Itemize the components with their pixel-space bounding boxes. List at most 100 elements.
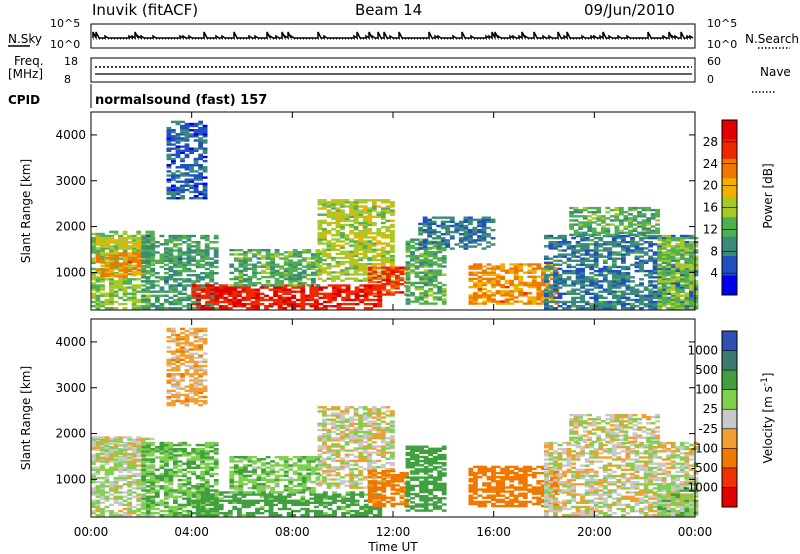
data-cell: [522, 283, 528, 287]
data-cell: [113, 230, 119, 234]
data-cell: [386, 266, 391, 269]
data-cell: [164, 468, 169, 471]
data-cell: [326, 242, 332, 245]
data-cell: [109, 296, 114, 300]
data-cell: [196, 284, 201, 287]
data-cell: [575, 292, 581, 295]
data-cell: [243, 273, 248, 277]
data-cell: [322, 269, 327, 272]
y-tick-label: 1000: [55, 265, 86, 279]
data-cell: [349, 277, 354, 280]
data-cell: [127, 258, 133, 261]
data-cell: [118, 274, 124, 278]
data-cell: [317, 201, 323, 204]
data-cell: [666, 274, 672, 277]
data-cell: [191, 456, 196, 459]
data-cell: [477, 267, 483, 270]
data-cell: [186, 278, 192, 281]
data-cell: [541, 269, 546, 272]
data-cell: [566, 253, 572, 256]
data-cell: [661, 286, 667, 289]
data-cell: [587, 221, 593, 224]
colorbar-tick-label: 8: [710, 244, 718, 258]
data-cell: [180, 166, 185, 169]
data-cell: [395, 270, 400, 273]
data-cell: [292, 277, 298, 281]
data-cell: [204, 485, 210, 488]
data-cell: [376, 215, 382, 218]
data-cell: [625, 284, 631, 287]
data-cell: [198, 120, 203, 124]
data-cell: [625, 245, 631, 248]
data-cell: [297, 284, 303, 287]
data-cell: [689, 267, 694, 271]
data-cell: [191, 505, 197, 509]
data-cell: [182, 503, 187, 507]
data-cell: [301, 265, 307, 268]
data-cell: [182, 448, 187, 451]
data-cell: [118, 288, 123, 291]
data-cell: [670, 305, 676, 308]
data-cell: [186, 499, 192, 502]
data-cell: [331, 217, 336, 220]
data-cell: [95, 296, 101, 300]
data-cell: [593, 243, 599, 246]
data-cell: [544, 280, 549, 283]
data-cell: [386, 293, 391, 296]
data-cell: [150, 474, 156, 478]
data-cell: [419, 261, 424, 264]
data-cell: [353, 277, 359, 280]
data-cell: [184, 153, 190, 157]
data-cell: [432, 255, 438, 258]
data-cell: [136, 452, 142, 455]
data-cell: [541, 279, 546, 283]
data-cell: [468, 277, 474, 281]
data-cell: [209, 276, 215, 279]
data-cell: [646, 227, 651, 230]
data-cell: [548, 305, 554, 308]
data-cell: [141, 245, 147, 248]
data-cell: [309, 298, 315, 302]
data-cell: [195, 448, 201, 451]
data-cell: [661, 298, 667, 302]
data-cell: [186, 234, 192, 238]
data-cell: [286, 302, 292, 306]
data-cell: [335, 238, 341, 241]
data-cell: [431, 241, 437, 244]
data-cell: [164, 489, 169, 492]
data-cell: [621, 276, 626, 279]
data-cell: [177, 454, 183, 457]
data-cell: [300, 300, 306, 304]
data-cell: [652, 263, 658, 267]
data-cell: [326, 244, 332, 247]
data-cell: [186, 509, 192, 513]
data-cell: [381, 278, 387, 282]
data-cell: [359, 298, 365, 302]
data-cell: [536, 283, 542, 287]
data-cell: [229, 265, 235, 268]
data-cell: [657, 292, 662, 295]
data-cell: [553, 243, 558, 246]
data-cell: [419, 279, 424, 283]
data-cell: [141, 483, 147, 486]
data-cell: [145, 232, 151, 236]
data-cell: [557, 267, 563, 271]
data-cell: [238, 277, 244, 281]
data-cell: [481, 224, 487, 228]
data-cell: [428, 277, 433, 281]
data-cell: [390, 201, 395, 204]
data-cell: [171, 153, 176, 157]
data-cell: [513, 296, 519, 299]
data-cell: [323, 296, 328, 300]
data-cell: [345, 294, 351, 297]
data-cell: [198, 153, 203, 157]
data-cell: [168, 278, 174, 281]
data-cell: [598, 249, 604, 252]
data-cell: [611, 302, 617, 306]
data-cell: [593, 259, 599, 262]
data-cell: [100, 493, 105, 496]
data-cell: [630, 280, 635, 283]
data-cell: [286, 305, 292, 308]
data-cell: [491, 273, 496, 276]
data-cell: [600, 225, 606, 228]
